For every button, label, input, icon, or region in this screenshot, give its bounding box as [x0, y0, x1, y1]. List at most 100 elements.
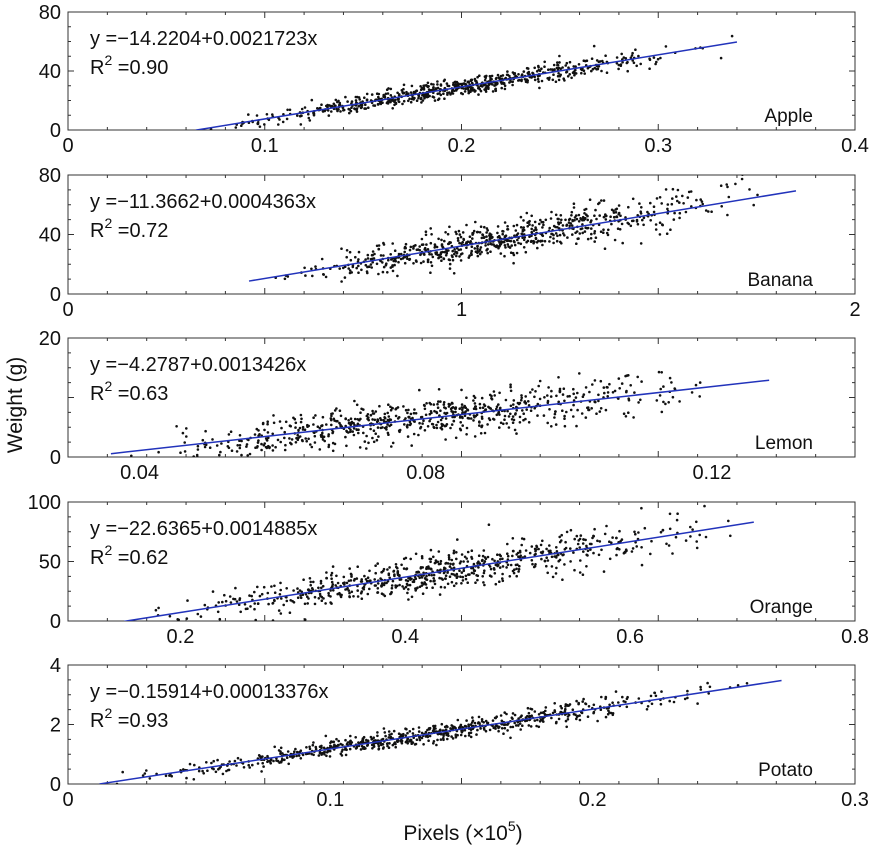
data-point — [745, 682, 749, 685]
y-axis-title: Weight (g) — [4, 357, 27, 453]
data-point — [489, 407, 493, 410]
data-point — [401, 585, 404, 588]
data-point — [522, 418, 525, 422]
data-point — [482, 549, 486, 552]
data-point — [509, 725, 512, 729]
data-point — [635, 218, 639, 222]
data-point — [390, 584, 394, 587]
data-point — [603, 247, 607, 250]
data-point — [337, 99, 340, 103]
data-point — [520, 543, 523, 547]
data-point — [446, 232, 450, 236]
data-point — [526, 80, 529, 84]
data-point — [476, 251, 479, 255]
data-point — [347, 589, 351, 592]
data-point — [196, 612, 200, 616]
data-point — [560, 533, 563, 537]
data-point — [616, 546, 619, 550]
data-point — [686, 696, 689, 700]
data-point — [649, 201, 652, 205]
data-point — [508, 575, 512, 578]
data-point — [598, 214, 601, 217]
data-layer — [110, 370, 770, 457]
data-point — [375, 244, 379, 248]
data-point — [397, 260, 400, 264]
data-point — [451, 255, 454, 259]
data-point — [283, 448, 287, 452]
data-point — [511, 537, 515, 540]
r-squared: R2 =0.90 — [90, 52, 168, 79]
data-point — [752, 203, 755, 207]
data-point — [586, 237, 590, 241]
data-point — [414, 412, 418, 415]
data-point — [583, 212, 586, 215]
data-point — [486, 251, 490, 255]
data-point — [406, 426, 409, 429]
data-point — [538, 397, 542, 401]
data-point — [285, 587, 289, 590]
data-point — [390, 406, 394, 410]
data-point — [671, 395, 675, 399]
data-point — [285, 599, 289, 603]
data-point — [513, 568, 516, 571]
data-point — [383, 731, 387, 734]
data-point — [320, 435, 323, 438]
data-point — [437, 400, 440, 403]
data-point — [179, 451, 182, 455]
data-point — [360, 103, 364, 107]
data-point — [556, 234, 559, 238]
data-point — [676, 188, 680, 192]
data-point — [430, 233, 433, 236]
data-point — [419, 425, 423, 429]
data-point — [530, 214, 533, 218]
data-point — [388, 566, 391, 569]
data-point — [471, 86, 474, 90]
data-point — [460, 730, 464, 734]
data-point — [452, 584, 456, 588]
data-point — [157, 606, 160, 610]
data-point — [606, 386, 609, 389]
data-point — [527, 724, 531, 727]
data-point — [593, 400, 596, 404]
data-point — [372, 742, 376, 746]
data-point — [493, 84, 496, 87]
data-point — [236, 444, 239, 447]
data-point — [350, 100, 354, 103]
data-point — [375, 438, 379, 442]
data-point — [507, 426, 511, 429]
data-point — [425, 95, 429, 99]
data-point — [316, 107, 319, 110]
data-point — [654, 62, 657, 66]
data-point — [304, 274, 307, 277]
data-point — [517, 724, 520, 727]
data-point — [555, 566, 558, 570]
data-point — [385, 581, 388, 585]
data-point — [597, 202, 600, 206]
data-point — [472, 229, 476, 233]
data-point — [556, 553, 560, 557]
data-point — [185, 617, 189, 620]
data-point — [254, 446, 257, 450]
data-point — [583, 230, 587, 233]
data-point — [421, 592, 425, 595]
data-point — [595, 412, 598, 416]
data-point — [537, 547, 540, 551]
data-point — [263, 442, 267, 445]
data-point — [433, 582, 437, 586]
data-point — [506, 409, 509, 413]
data-point — [356, 589, 360, 592]
data-point — [627, 411, 630, 415]
data-point — [621, 241, 624, 245]
data-point — [659, 530, 663, 534]
data-point — [726, 185, 729, 189]
data-point — [484, 86, 488, 90]
data-point — [404, 242, 408, 246]
data-point — [451, 249, 455, 253]
data-point — [468, 235, 472, 238]
data-point — [503, 254, 506, 258]
data-point — [494, 582, 498, 586]
data-point — [366, 253, 370, 257]
data-point — [381, 747, 385, 750]
data-point — [520, 232, 523, 236]
